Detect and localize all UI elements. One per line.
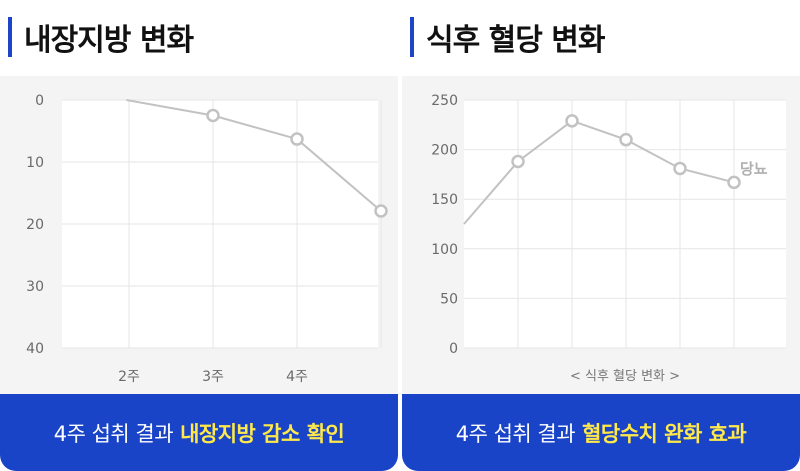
result-lead-text: 4주 섭취 결과	[53, 421, 174, 446]
y-tick-label: 20	[26, 217, 44, 233]
data-point	[727, 175, 741, 190]
data-point	[511, 154, 525, 169]
diabetes-annotation: 당뇨	[740, 160, 768, 178]
blood-sugar-chart: 0 50 100 150 200 250 당뇨 < 식후 혈당 변화 >	[402, 76, 800, 394]
data-point	[673, 161, 687, 176]
y-tick-label: 200	[431, 143, 458, 159]
series-line	[126, 99, 382, 212]
data-point	[290, 132, 304, 146]
blood-sugar-title: 식후 혈당 변화	[426, 23, 605, 58]
y-tick-label: 50	[440, 291, 458, 307]
blood-sugar-panel: 식후 혈당 변화 0 50 100 150 200 250 당뇨 < 식후 혈당 변화 > 4…	[402, 0, 800, 471]
visceral-fat-panel: 내장지방 변화 0 10 20 30 40 2주 3주 4주 4주 섭취 결과 내장지방 감소…	[0, 0, 398, 471]
data-point	[374, 204, 388, 218]
y-tick-label: 100	[431, 242, 458, 258]
visceral-fat-chart: 0 10 20 30 40 2주 3주 4주	[0, 76, 398, 394]
x-tick-label: 3주	[202, 369, 224, 385]
blood-sugar-chart-svg: 0 50 100 150 200 250 당뇨 < 식후 혈당 변화 >	[431, 93, 786, 384]
visceral-fat-chart-svg: 0 10 20 30 40 2주 3주 4주	[26, 93, 388, 385]
y-tick-label: 30	[26, 279, 44, 295]
y-tick-label: 150	[431, 192, 458, 208]
visceral-fat-result-banner: 4주 섭취 결과 내장지방 감소 확인	[0, 394, 398, 471]
result-lead-text: 4주 섭취 결과	[455, 421, 576, 446]
blood-sugar-result-banner: 4주 섭취 결과 혈당수치 완화 효과	[402, 394, 800, 471]
result-highlight-text: 혈당수치 완화 효과	[582, 421, 747, 446]
y-tick-label: 10	[26, 155, 44, 171]
blood-sugar-heading: 식후 혈당 변화	[402, 14, 605, 60]
x-axis-caption: < 식후 혈당 변화 >	[570, 369, 680, 384]
y-tick-label: 40	[26, 341, 44, 357]
x-tick-label: 2주	[118, 369, 140, 385]
y-tick-label: 250	[431, 93, 458, 109]
y-tick-label: 0	[449, 341, 458, 357]
visceral-fat-heading: 내장지방 변화	[0, 14, 194, 60]
data-point	[206, 108, 220, 123]
data-point	[565, 114, 579, 128]
x-tick-label: 4주	[286, 369, 308, 385]
y-tick-label: 0	[35, 93, 44, 109]
heading-accent-bar	[410, 17, 414, 57]
series-line	[463, 119, 735, 225]
data-point	[619, 132, 633, 147]
heading-accent-bar	[8, 17, 12, 57]
visceral-fat-title: 내장지방 변화	[24, 23, 194, 58]
result-highlight-text: 내장지방 감소 확인	[180, 421, 345, 446]
